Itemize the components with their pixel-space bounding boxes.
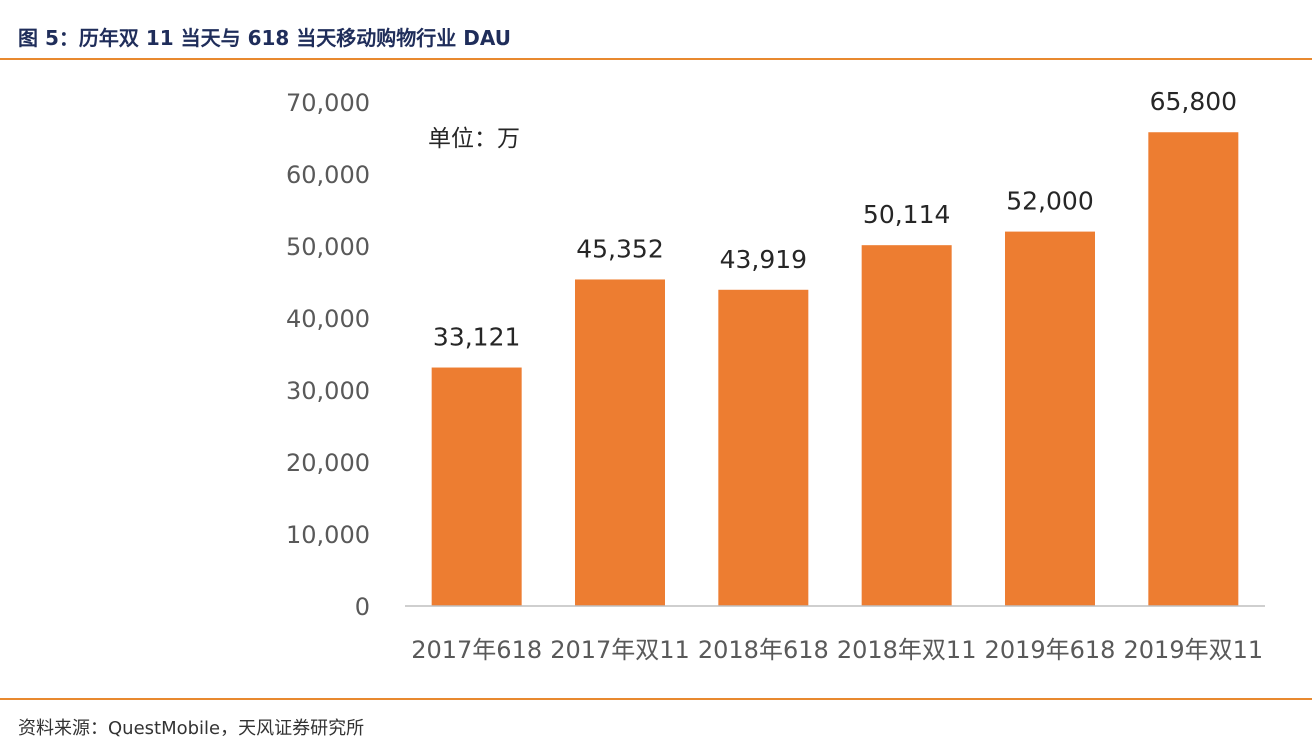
bar: [718, 289, 809, 606]
x-axis-labels: 2017年618 2017年双11 2018年618 2018年双11 2019年618…: [411, 636, 1263, 664]
y-axis-ticks: 0 10,000 20,000 30,000 40,000 50,000 60,000 70,…: [286, 89, 370, 621]
data-label: 65,800: [1150, 87, 1237, 116]
bar-chart: 0 10,000 20,000 30,000 40,000 50,000 60,000 70,…: [286, 87, 1265, 664]
x-tick-label: 2019年618: [985, 636, 1116, 664]
footer-bar: 资料来源：QuestMobile，天风证券研究所: [0, 698, 1312, 748]
title-bar: 图 5：历年双 11 当天与 618 当天移动购物行业 DAU: [0, 0, 1312, 60]
bar: [575, 279, 665, 606]
data-label: 52,000: [1006, 187, 1093, 216]
page-title: 图 5：历年双 11 当天与 618 当天移动购物行业 DAU: [18, 26, 511, 50]
unit-label: 单位：万: [428, 126, 520, 152]
bar: [1148, 132, 1239, 606]
bar: [431, 367, 522, 606]
y-tick-label: 70,000: [286, 89, 370, 117]
data-label: 50,114: [863, 200, 950, 229]
y-tick-label: 0: [355, 593, 370, 621]
data-label: 45,352: [576, 234, 663, 263]
y-tick-label: 50,000: [286, 233, 370, 261]
y-tick-label: 20,000: [286, 449, 370, 477]
x-tick-label: 2017年双11: [550, 636, 690, 664]
x-tick-label: 2019年双11: [1124, 636, 1264, 664]
bar: [861, 245, 952, 606]
y-tick-label: 60,000: [286, 161, 370, 189]
value-labels-group: 33,121 45,352 43,919 50,114 52,000 65,800: [433, 87, 1237, 351]
bars-group: [431, 132, 1239, 606]
data-label: 33,121: [433, 323, 520, 352]
x-tick-label: 2018年618: [698, 636, 829, 664]
y-tick-label: 40,000: [286, 305, 370, 333]
y-tick-label: 30,000: [286, 377, 370, 405]
x-tick-label: 2017年618: [411, 636, 542, 664]
source-note: 资料来源：QuestMobile，天风证券研究所: [18, 718, 365, 739]
bar: [1005, 231, 1095, 606]
chart-container: 0 10,000 20,000 30,000 40,000 50,000 60,000 70,…: [0, 60, 1312, 698]
y-tick-label: 10,000: [286, 521, 370, 549]
x-tick-label: 2018年双11: [837, 636, 977, 664]
data-label: 43,919: [720, 245, 807, 274]
